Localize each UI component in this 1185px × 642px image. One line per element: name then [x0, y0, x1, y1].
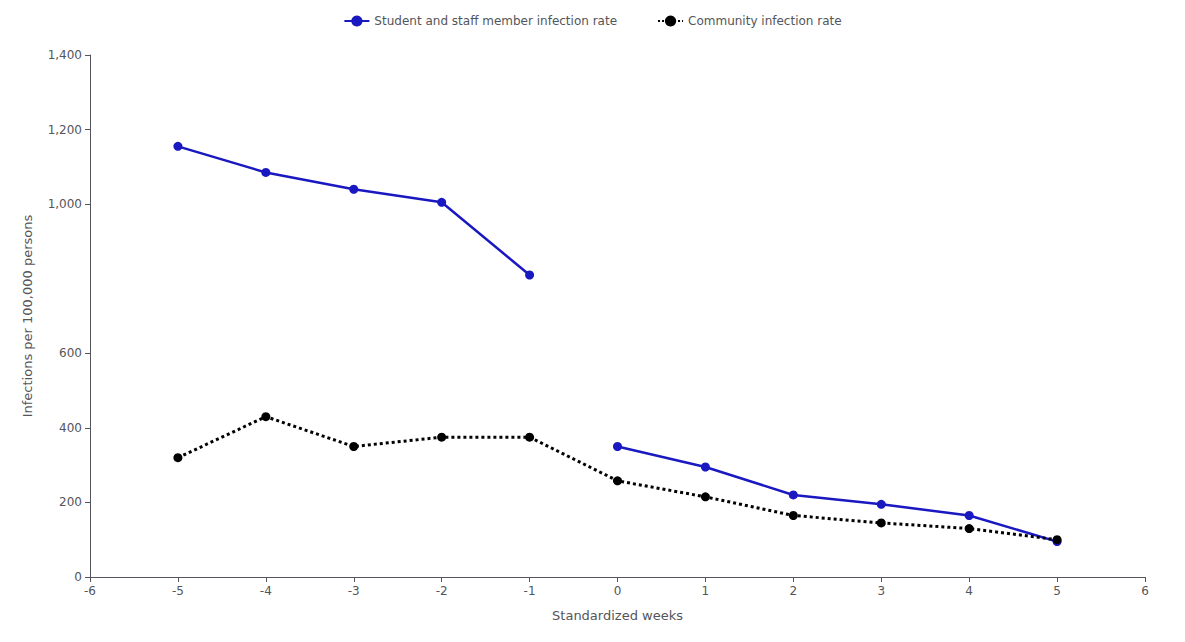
svg-text:600: 600	[59, 346, 82, 360]
svg-text:4: 4	[965, 584, 973, 598]
svg-text:200: 200	[59, 495, 82, 509]
svg-text:-1: -1	[524, 584, 536, 598]
svg-text:6: 6	[1141, 584, 1149, 598]
svg-text:-6: -6	[84, 584, 96, 598]
svg-text:1,200: 1,200	[48, 123, 82, 137]
svg-text:-4: -4	[260, 584, 272, 598]
svg-text:-2: -2	[436, 584, 448, 598]
svg-text:5: 5	[1053, 584, 1061, 598]
svg-text:1: 1	[702, 584, 710, 598]
svg-text:-3: -3	[348, 584, 360, 598]
svg-text:3: 3	[877, 584, 885, 598]
svg-text:1,000: 1,000	[48, 197, 82, 211]
svg-text:1,400: 1,400	[48, 48, 82, 62]
svg-text:Student and staff member infec: Student and staff member infection rate	[374, 14, 617, 28]
svg-text:-5: -5	[172, 584, 184, 598]
svg-text:Infections per 100,000 persons: Infections per 100,000 persons	[20, 215, 35, 418]
svg-text:400: 400	[59, 421, 82, 435]
svg-text:0: 0	[614, 584, 622, 598]
svg-text:Standardized weeks: Standardized weeks	[552, 608, 683, 623]
svg-text:0: 0	[74, 570, 82, 584]
svg-text:2: 2	[790, 584, 798, 598]
svg-text:Community infection rate: Community infection rate	[688, 14, 842, 28]
